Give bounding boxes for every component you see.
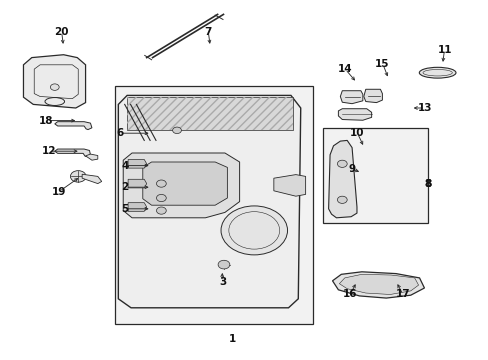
Circle shape (50, 84, 59, 90)
Text: 18: 18 (39, 116, 54, 126)
Polygon shape (34, 65, 78, 99)
Text: 13: 13 (417, 103, 432, 113)
Circle shape (337, 160, 346, 167)
Text: 1: 1 (228, 334, 235, 344)
Polygon shape (127, 97, 293, 130)
Text: 19: 19 (51, 186, 66, 197)
Polygon shape (128, 179, 146, 188)
Polygon shape (118, 95, 300, 308)
Circle shape (218, 260, 229, 269)
Text: 10: 10 (349, 128, 364, 138)
Text: 6: 6 (116, 128, 123, 138)
Circle shape (156, 180, 166, 187)
Text: 8: 8 (424, 179, 430, 189)
Polygon shape (128, 203, 146, 211)
Circle shape (221, 206, 287, 255)
Circle shape (156, 194, 166, 202)
Polygon shape (55, 122, 92, 130)
Text: 17: 17 (395, 289, 410, 300)
Polygon shape (338, 109, 371, 120)
Text: 16: 16 (342, 289, 356, 300)
Text: 4: 4 (121, 161, 128, 171)
Text: 15: 15 (374, 59, 389, 69)
Bar (322, 128, 427, 223)
Polygon shape (363, 89, 382, 103)
Text: 12: 12 (41, 146, 56, 156)
Bar (115, 86, 312, 324)
Polygon shape (55, 149, 90, 157)
Circle shape (70, 171, 86, 182)
Polygon shape (128, 159, 146, 168)
Circle shape (337, 196, 346, 203)
Polygon shape (332, 272, 424, 298)
Polygon shape (123, 153, 239, 218)
Polygon shape (273, 175, 305, 196)
Text: 9: 9 (348, 164, 355, 174)
Polygon shape (82, 174, 102, 184)
Polygon shape (328, 140, 356, 218)
Text: 8: 8 (424, 179, 430, 189)
Text: 5: 5 (121, 204, 128, 214)
Circle shape (156, 207, 166, 214)
Polygon shape (142, 162, 227, 205)
Text: 7: 7 (203, 27, 211, 37)
Ellipse shape (419, 67, 455, 78)
Text: 14: 14 (337, 64, 351, 74)
Circle shape (172, 127, 181, 134)
Text: 20: 20 (54, 27, 68, 37)
Text: 3: 3 (219, 276, 225, 287)
Polygon shape (85, 154, 98, 160)
Polygon shape (23, 55, 85, 108)
Text: 2: 2 (121, 182, 128, 192)
Polygon shape (339, 274, 418, 294)
Polygon shape (340, 91, 362, 104)
Text: 11: 11 (437, 45, 451, 55)
